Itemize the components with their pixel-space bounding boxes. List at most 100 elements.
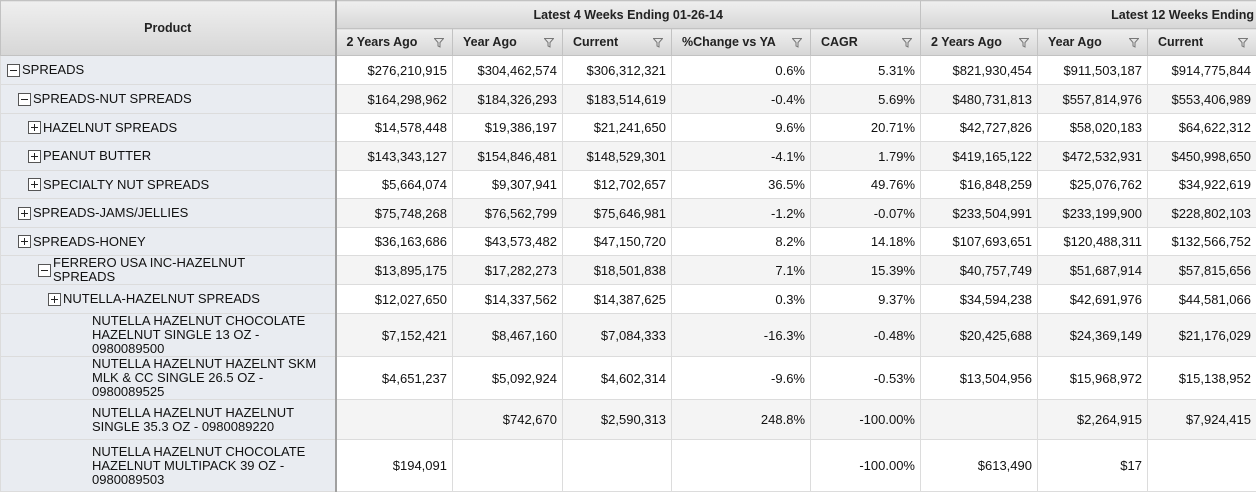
collapse-toggle[interactable] (18, 92, 31, 106)
column-header[interactable]: Current (1147, 28, 1256, 56)
value-cell: $34,594,238 (920, 284, 1038, 314)
value-cell: $450,998,650 (1147, 141, 1256, 171)
value-cell: $36,163,686 (335, 227, 453, 256)
data-row: NUTELLA HAZELNUT CHOCOLATE HAZELNUT SING… (0, 313, 1256, 357)
data-row: NUTELLA HAZELNUT CHOCOLATE HAZELNUT MULT… (0, 439, 1256, 492)
collapse-toggle[interactable] (7, 63, 20, 77)
column-header[interactable]: %Change vs YA (671, 28, 811, 56)
value-cell: $472,532,931 (1037, 141, 1148, 171)
value-cell: $42,727,826 (920, 113, 1038, 142)
filter-icon[interactable] (1129, 38, 1139, 48)
product-cell: HAZELNUT SPREADS (0, 113, 337, 142)
value-cell: $553,406,989 (1147, 84, 1256, 114)
value-cell: $20,425,688 (920, 313, 1038, 357)
data-row: FERRERO USA INC-HAZELNUT SPREADS $13,895,… (0, 255, 1256, 285)
value-cell: 36.5% (671, 170, 811, 199)
value-cell: $5,664,074 (335, 170, 453, 199)
column-header[interactable]: 2 Years Ago (920, 28, 1038, 56)
value-cell: $914,775,844 (1147, 55, 1256, 85)
filter-icon[interactable] (653, 38, 663, 48)
empty-cell (335, 399, 453, 440)
product-label-wrap: SPREADS-HONEY (1, 234, 258, 249)
value-cell: $12,027,650 (335, 284, 453, 314)
product-label-wrap: NUTELLA-HAZELNUT SPREADS (1, 292, 288, 306)
product-cell: PEANUT BUTTER (0, 141, 337, 171)
expand-toggle[interactable] (28, 178, 41, 191)
value-cell: $43,573,482 (452, 227, 563, 256)
expand-toggle[interactable] (48, 292, 61, 306)
value-cell: $4,651,237 (335, 356, 453, 400)
filter-icon[interactable] (1238, 38, 1248, 48)
expand-toggle[interactable] (18, 206, 31, 220)
value-cell: $4,602,314 (562, 356, 672, 400)
product-label: HAZELNUT SPREADS (43, 119, 178, 135)
data-row: PEANUT BUTTER $143,343,127 $154,846,481 $14… (0, 141, 1256, 171)
value-cell: $25,076,762 (1037, 170, 1148, 199)
column-header[interactable]: CAGR (810, 28, 921, 56)
product-header[interactable]: Product (0, 0, 337, 56)
column-header[interactable]: 2 Years Ago (335, 28, 453, 56)
expand-toggle[interactable] (28, 121, 41, 134)
empty-cell (452, 439, 563, 492)
value-cell: $143,343,127 (335, 141, 453, 171)
value-cell: $24,369,149 (1037, 313, 1148, 357)
value-cell: 5.69% (810, 84, 921, 114)
collapse-toggle[interactable] (38, 263, 51, 277)
product-label: NUTELLA HAZELNUT CHOCOLATE HAZELNUT SING… (92, 313, 306, 356)
filter-icon[interactable] (544, 38, 554, 48)
value-cell: $76,562,799 (452, 198, 563, 228)
empty-cell (671, 439, 811, 492)
product-label: SPREADS (22, 62, 85, 77)
value-cell: $5,092,924 (452, 356, 563, 400)
value-cell: $40,757,749 (920, 255, 1038, 285)
value-cell: $51,687,914 (1037, 255, 1148, 285)
table-body: SPREADS $276,210,915 $304,462,574 $306,312,… (0, 55, 1256, 492)
empty-cell (562, 439, 672, 492)
value-cell: $194,091 (335, 439, 453, 492)
filter-icon[interactable] (792, 38, 802, 48)
value-cell: $42,691,976 (1037, 284, 1148, 314)
value-cell: $8,467,160 (452, 313, 563, 357)
filter-icon[interactable] (434, 38, 444, 48)
value-cell: $233,199,900 (1037, 198, 1148, 228)
product-label-wrap: NUTELLA HAZELNUT CHOCOLATE HAZELNUT SING… (1, 314, 332, 356)
value-cell: $15,968,972 (1037, 356, 1148, 400)
filter-icon[interactable] (1019, 38, 1029, 48)
value-cell: $18,501,838 (562, 255, 672, 285)
group-header: Latest 12 Weeks Ending (920, 0, 1256, 29)
data-row: SPECIALTY NUT SPREADS $5,664,074 $9,307,94… (0, 170, 1256, 199)
product-label: NUTELLA HAZELNUT CHOCOLATE HAZELNUT MULT… (92, 443, 306, 487)
column-header[interactable]: Current (562, 28, 672, 56)
value-cell: $120,488,311 (1037, 227, 1148, 256)
value-cell: -1.2% (671, 198, 811, 228)
value-cell: $148,529,301 (562, 141, 672, 171)
expand-toggle[interactable] (28, 149, 41, 163)
value-cell: $306,312,321 (562, 55, 672, 85)
empty-cell (920, 399, 1038, 440)
value-cell: -0.53% (810, 356, 921, 400)
value-cell: $183,514,619 (562, 84, 672, 114)
value-cell: $7,924,415 (1147, 399, 1256, 440)
value-cell: $14,387,625 (562, 284, 672, 314)
value-cell: $276,210,915 (335, 55, 453, 85)
value-cell: $2,264,915 (1037, 399, 1148, 440)
value-cell: -16.3% (671, 313, 811, 357)
product-cell: NUTELLA HAZELNUT HAZELNUT SINGLE 35.3 OZ… (0, 399, 337, 440)
value-cell: $132,566,752 (1147, 227, 1256, 256)
column-title: Current (1158, 35, 1204, 49)
product-label: NUTELLA HAZELNUT HAZELNT SKM MLK & CC SI… (92, 356, 317, 399)
value-cell: $14,578,448 (335, 113, 453, 142)
column-header[interactable]: Year Ago (452, 28, 563, 56)
column-header[interactable]: Year Ago (1037, 28, 1148, 56)
filter-icon[interactable] (902, 38, 912, 48)
value-cell: $480,731,813 (920, 84, 1038, 114)
value-cell: 9.37% (810, 284, 921, 314)
column-title: %Change vs YA (682, 35, 776, 49)
value-cell: -100.00% (810, 439, 921, 492)
product-label: SPREADS-NUT SPREADS (33, 91, 192, 106)
expand-toggle[interactable] (18, 235, 31, 248)
group-header: Latest 4 Weeks Ending 01-26-14 (335, 0, 921, 29)
column-title: 2 Years Ago (931, 35, 1002, 49)
product-label-wrap: SPREADS-NUT SPREADS (1, 92, 258, 106)
